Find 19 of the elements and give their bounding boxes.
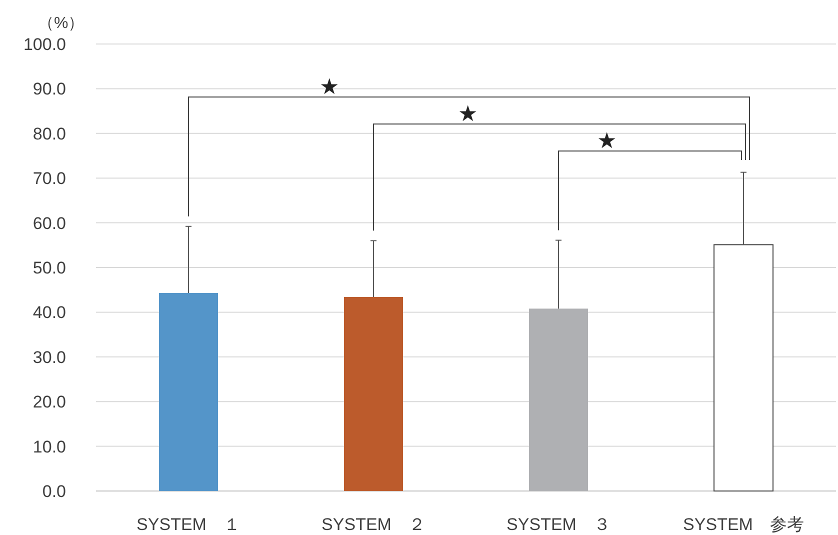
y-tick-label: 60.0	[32, 214, 66, 233]
y-tick-label: 50.0	[32, 258, 66, 278]
annotation: ★	[596, 128, 617, 153]
y-tick-label: 20.0	[32, 392, 66, 412]
x-tick-label: SYSTEM ２	[322, 515, 426, 534]
y-tick-label: 70.0	[32, 169, 66, 188]
y-tick-label: 90.0	[32, 80, 66, 99]
x-tick-label: SYSTEM １	[136, 515, 240, 534]
y-tick-label: 10.0	[32, 437, 66, 456]
annotation: ★	[458, 101, 478, 126]
y-tick-label: 100.0	[23, 35, 66, 54]
annotation: ★	[319, 74, 340, 99]
x-tick-label: SYSTEM ３	[506, 515, 610, 534]
y-tick-label: 80.0	[32, 124, 66, 144]
y-tick-label: 0.0	[42, 482, 66, 501]
y-axis-title: （%）	[38, 15, 84, 32]
y-tick-label: 30.0	[32, 348, 66, 367]
x-tick-label: SYSTEM 参考	[683, 515, 804, 534]
y-tick-label: 40.0	[32, 303, 66, 322]
